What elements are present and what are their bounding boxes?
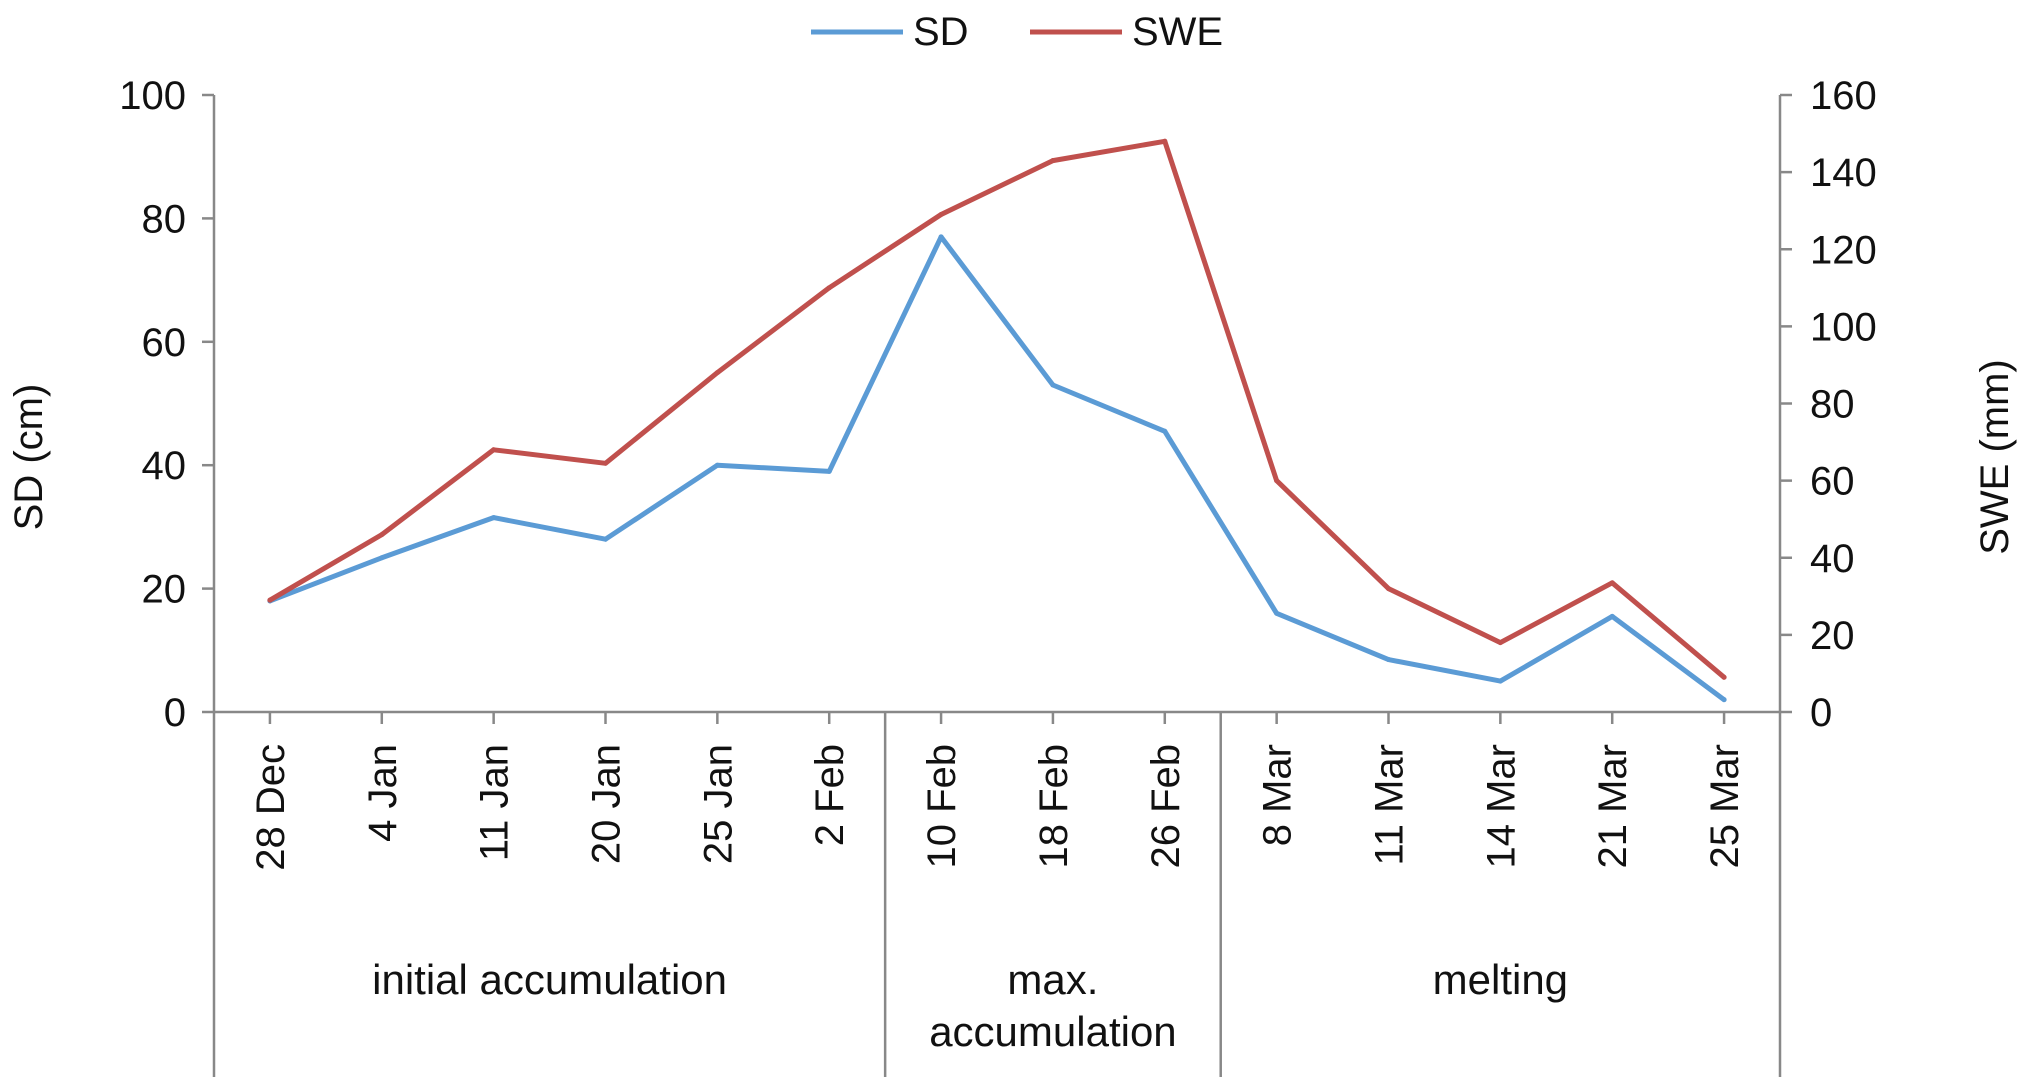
- group-label: melting: [1433, 956, 1568, 1003]
- y-axis-left-title: SD (cm): [7, 384, 51, 531]
- category-groups: initial accumulation max. accumulation melt…: [372, 712, 1568, 1077]
- y-axis-left-tick-label: 100: [119, 74, 186, 118]
- x-axis-tick-label: 8 Mar: [1256, 744, 1300, 846]
- data-point-swe: [1386, 586, 1391, 592]
- data-point-swe: [491, 447, 497, 453]
- x-axis-tick-labels: 28 Dec 4 Jan 11 Jan 20 Jan 25 Jan 2 Feb 10 Feb…: [249, 744, 1747, 871]
- y-axis-right-tick-label: 60: [1810, 460, 1855, 504]
- data-point-sd: [1386, 657, 1391, 663]
- y-axis-left-ticks: 0 20 40 60 80 100: [119, 74, 214, 735]
- data-point-sd: [491, 515, 497, 521]
- data-point-sd: [603, 536, 608, 542]
- data-point-swe: [1609, 580, 1615, 586]
- x-axis-tick-label: 10 Feb: [920, 744, 964, 869]
- data-point-swe: [1050, 158, 1056, 164]
- data-point-swe: [826, 285, 832, 291]
- y-axis-right-tick-label: 20: [1810, 614, 1855, 658]
- data-point-sd: [1609, 613, 1615, 619]
- legend: SD SWE: [811, 10, 1223, 54]
- y-axis-right-tick-label: 0: [1810, 691, 1832, 735]
- data-point-swe: [1721, 674, 1727, 680]
- series-line-swe: [267, 138, 1727, 680]
- x-axis-tick-label: 4 Jan: [361, 744, 405, 842]
- legend-swe-label: SWE: [1132, 10, 1223, 54]
- group-label-line: initial accumulation: [372, 956, 727, 1003]
- data-point-swe: [1497, 640, 1503, 646]
- y-axis-right-tick-label: 100: [1810, 305, 1877, 349]
- legend-sd-label: SD: [913, 10, 969, 54]
- x-axis-tick-label: 2 Feb: [808, 744, 852, 846]
- x-axis-tick-label: 25 Mar: [1703, 744, 1747, 869]
- data-point-swe: [1274, 478, 1280, 484]
- series-line-sd: [267, 234, 1727, 703]
- y-axis-right-tick-label: 160: [1810, 74, 1877, 118]
- y-axis-right-tick-label: 140: [1810, 151, 1877, 195]
- x-axis-tick-label: 11 Jan: [473, 744, 517, 861]
- x-axis-tick-label: 11 Mar: [1368, 744, 1412, 866]
- y-axis-left-tick-label: 40: [142, 444, 187, 488]
- y-axis-left-tick-label: 0: [164, 691, 186, 735]
- data-point-sd: [938, 234, 944, 240]
- y-axis-right-tick-label: 40: [1810, 537, 1855, 581]
- x-axis-tick-label: 20 Jan: [585, 744, 629, 864]
- data-point-sd: [379, 555, 385, 561]
- group-label: max. accumulation: [929, 956, 1176, 1055]
- data-point-sd: [714, 462, 720, 468]
- x-axis-ticks: [268, 712, 1726, 724]
- group-label-line: max.: [1007, 956, 1098, 1003]
- data-point-sd: [1497, 678, 1503, 684]
- group-label: initial accumulation: [372, 956, 727, 1003]
- x-axis-tick-label: 25 Jan: [696, 744, 740, 864]
- y-axis-right-tick-label: 120: [1810, 228, 1877, 272]
- data-point-sd: [826, 468, 832, 474]
- y-axis-right-ticks: 0 20 40 60 80 100 120 140 160: [1780, 74, 1877, 735]
- data-point-swe: [938, 212, 944, 218]
- y-axis-right-tick-label: 80: [1810, 383, 1855, 427]
- data-point-swe: [714, 370, 720, 376]
- x-axis-tick-label: 26 Feb: [1144, 744, 1188, 869]
- series-area: [267, 138, 1727, 703]
- axes: [212, 95, 1782, 1077]
- y-axis-left-tick-label: 80: [142, 197, 187, 241]
- x-axis-tick-label: 28 Dec: [249, 744, 293, 871]
- x-axis-tick-label: 14 Mar: [1479, 744, 1523, 869]
- data-point-sd: [1274, 610, 1280, 616]
- data-point-swe: [379, 532, 385, 538]
- data-point-sd: [1721, 697, 1727, 703]
- data-point-swe: [267, 597, 273, 603]
- data-point-sd: [1162, 428, 1168, 434]
- data-point-swe: [1162, 138, 1168, 144]
- data-point-sd: [1050, 382, 1056, 388]
- x-axis-tick-label: 18 Feb: [1032, 744, 1076, 869]
- data-point-swe: [603, 460, 608, 466]
- y-axis-left-tick-label: 60: [142, 321, 187, 365]
- group-label-line: melting: [1433, 956, 1568, 1003]
- x-axis-tick-label: 21 Mar: [1591, 744, 1635, 869]
- y-axis-right-title: SWE (mm): [1973, 359, 2017, 555]
- group-label-line: accumulation: [929, 1008, 1176, 1055]
- y-axis-left-tick-label: 20: [142, 568, 187, 612]
